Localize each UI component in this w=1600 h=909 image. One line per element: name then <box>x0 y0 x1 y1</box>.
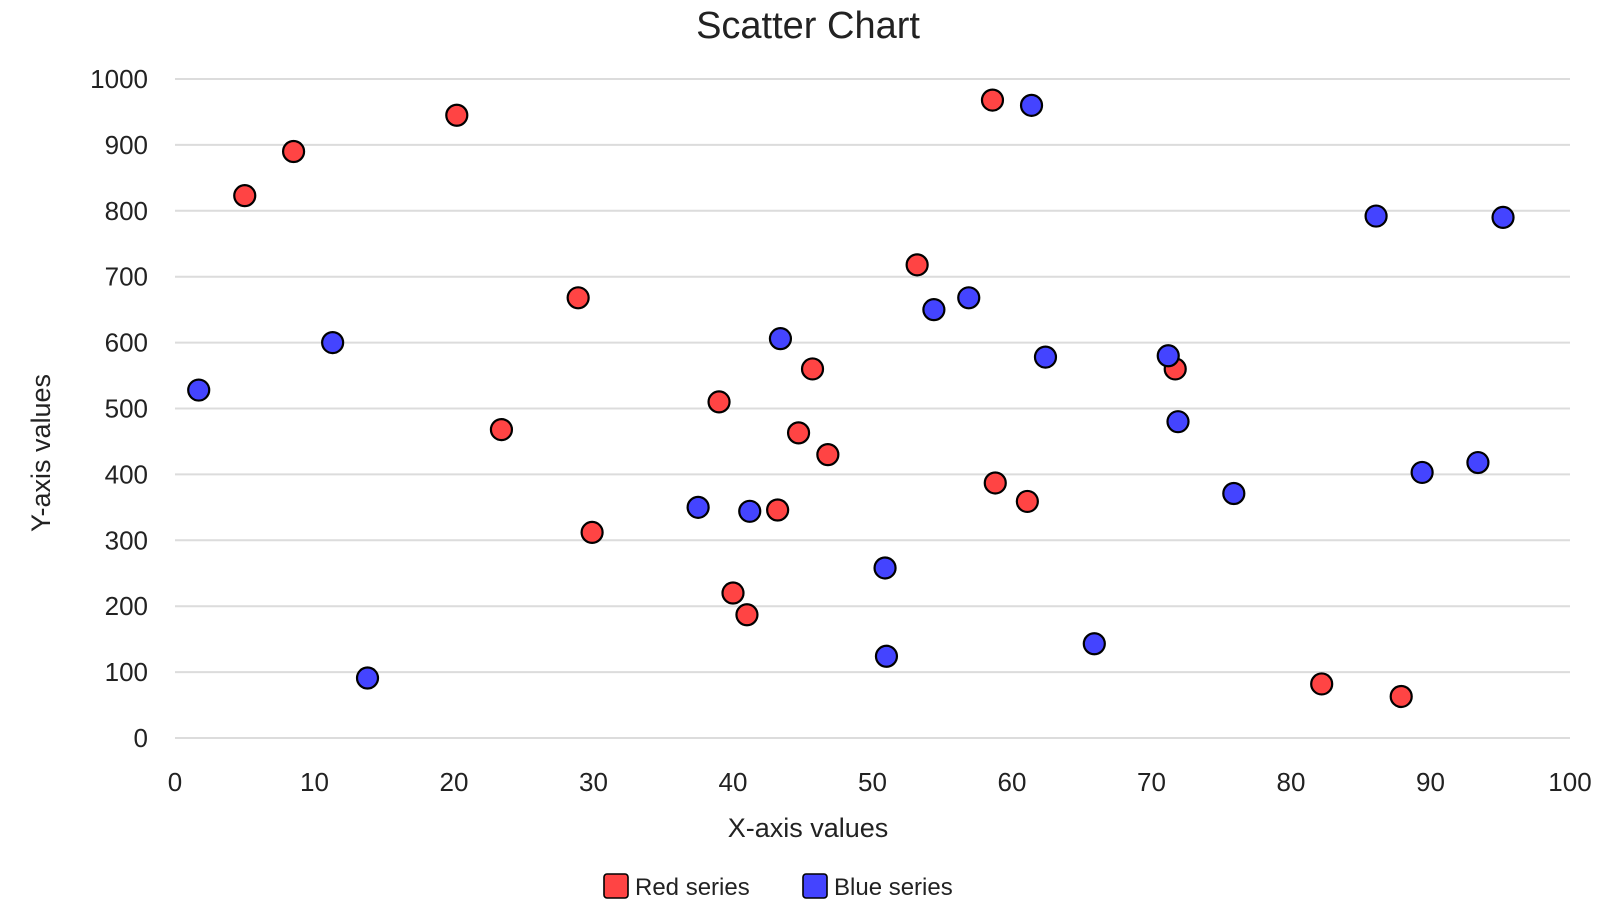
data-point <box>233 184 257 208</box>
data-point <box>187 378 211 402</box>
data-point <box>768 327 793 351</box>
data-point <box>1222 481 1246 506</box>
legend: Red series Blue series <box>603 873 953 901</box>
data-point <box>874 644 899 668</box>
data-point <box>1491 205 1515 229</box>
data-point <box>721 581 745 605</box>
x-tick-label: 80 <box>1277 767 1306 797</box>
data-point <box>1082 632 1106 656</box>
data-point <box>922 298 946 322</box>
data-point <box>1033 345 1058 369</box>
data-point <box>1466 450 1490 475</box>
data-point <box>707 390 731 414</box>
x-tick-label: 0 <box>168 767 182 797</box>
data-point <box>1166 410 1190 434</box>
x-tick-label: 60 <box>998 767 1027 797</box>
series-red <box>233 88 1413 709</box>
y-tick-label: 200 <box>105 591 148 621</box>
data-point <box>1015 489 1039 514</box>
x-tick-label: 100 <box>1548 767 1591 797</box>
y-tick-label: 100 <box>105 657 148 687</box>
y-tick-label: 800 <box>105 196 148 226</box>
data-point <box>281 139 306 164</box>
data-point <box>1410 460 1434 485</box>
data-points <box>187 88 1515 709</box>
data-point <box>566 286 590 310</box>
data-point <box>735 603 759 627</box>
data-point <box>905 253 929 277</box>
y-axis-ticks: 0 100 200 300 400 500 600 700 800 900 1000 <box>90 64 148 753</box>
data-point <box>816 443 840 467</box>
data-point <box>1310 672 1334 696</box>
x-tick-label: 40 <box>719 767 748 797</box>
data-point <box>957 286 981 310</box>
data-point <box>445 103 469 127</box>
data-point <box>321 331 345 355</box>
legend-item: Blue series <box>802 873 953 901</box>
data-point <box>489 417 514 442</box>
data-point <box>580 520 604 544</box>
gridlines <box>175 78 1570 739</box>
x-axis-ticks: 0 10 20 30 40 50 60 70 80 90 100 <box>168 767 1592 797</box>
data-point <box>686 495 710 519</box>
x-tick-label: 10 <box>300 767 329 797</box>
y-tick-label: 300 <box>105 525 148 555</box>
y-tick-label: 700 <box>105 262 148 292</box>
x-tick-label: 20 <box>440 767 469 797</box>
data-point <box>355 666 380 690</box>
y-tick-label: 600 <box>105 328 148 358</box>
data-point <box>983 471 1007 495</box>
data-point <box>1156 344 1180 368</box>
series-blue <box>187 93 1515 690</box>
data-point <box>1389 684 1413 709</box>
y-tick-label: 900 <box>105 130 148 160</box>
legend-swatch <box>603 873 629 899</box>
y-tick-label: 400 <box>105 459 148 489</box>
y-tick-label: 0 <box>134 723 148 753</box>
data-point <box>800 357 825 381</box>
data-point <box>738 499 762 523</box>
data-point <box>786 421 811 445</box>
x-tick-label: 70 <box>1137 767 1166 797</box>
legend-swatch <box>802 873 828 899</box>
x-tick-label: 50 <box>858 767 887 797</box>
data-point <box>873 556 897 580</box>
legend-label: Red series <box>635 874 750 901</box>
data-point <box>766 498 790 522</box>
y-tick-label: 500 <box>105 394 148 424</box>
y-axis-title: Y-axis values <box>26 374 56 532</box>
y-tick-label: 1000 <box>90 64 148 94</box>
data-point <box>1364 204 1388 228</box>
data-point <box>980 88 1005 112</box>
x-tick-label: 30 <box>579 767 608 797</box>
legend-label: Blue series <box>834 874 953 901</box>
chart-title: Scatter Chart <box>696 5 920 47</box>
data-point <box>1019 93 1044 117</box>
x-axis-title: X-axis values <box>728 813 889 843</box>
x-tick-label: 90 <box>1416 767 1445 797</box>
legend-item: Red series <box>603 873 750 901</box>
